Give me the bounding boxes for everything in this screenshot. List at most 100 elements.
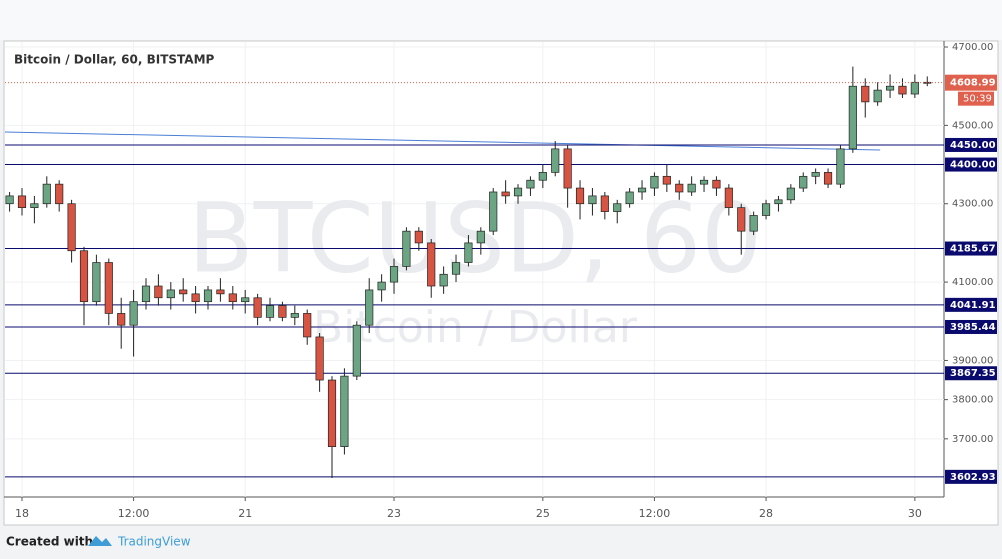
y-tick-label: 4100.00 [952, 277, 993, 288]
y-tick-label: 4700.00 [952, 42, 993, 53]
candle-body [414, 230, 423, 244]
candle-body [873, 89, 882, 103]
chart-title: Bitcoin / Dollar, 60, BITSTAMP [14, 53, 215, 67]
candle-body [861, 85, 870, 103]
last-price-label: 4608.99 [950, 78, 996, 89]
candle-body [42, 183, 51, 205]
candle-body [104, 262, 113, 314]
candle-body [253, 297, 262, 318]
candle-body [5, 195, 14, 205]
candle-body [278, 305, 287, 318]
candle-body [203, 289, 213, 303]
candle-body [848, 85, 857, 150]
candle-body [538, 172, 547, 181]
x-tick-label: 21 [238, 507, 252, 520]
candle-body [662, 175, 671, 185]
candle-body [141, 285, 151, 303]
trendline [4, 131, 881, 151]
watermark-subtitle: Bitcoin / Dollar [313, 302, 638, 353]
candle-body [216, 289, 225, 295]
candle-body [129, 301, 138, 326]
level-label: 3985.44 [950, 322, 996, 333]
candle-body [451, 262, 461, 275]
candle-body [625, 191, 634, 205]
candle-body [786, 187, 795, 201]
x-tick-label: 25 [536, 507, 550, 520]
candle-body [191, 293, 200, 303]
candle-body [92, 262, 101, 303]
candle-body [340, 375, 349, 448]
candle-body [377, 281, 386, 291]
candle-body [699, 179, 709, 185]
candle-body [910, 81, 919, 95]
candle-body [575, 187, 585, 205]
candle-body [228, 293, 237, 303]
y-tick-label: 3900.00 [952, 355, 993, 366]
candle-body [761, 203, 771, 216]
candle-body [476, 230, 485, 244]
level-label-box [945, 157, 997, 172]
created-with: Created with [6, 535, 93, 549]
candle-body [365, 289, 374, 326]
candle-body [79, 250, 89, 303]
candle-body [675, 183, 684, 193]
candle-body [166, 289, 175, 299]
candle-body [724, 187, 733, 209]
candle-body [687, 183, 696, 193]
candle-body [67, 203, 76, 252]
countdown: 50:39 [963, 94, 992, 105]
last-price-box [945, 74, 997, 91]
candle-body [737, 207, 746, 232]
x-tick-label: 12:00 [639, 507, 671, 520]
level-label-box [945, 469, 997, 484]
level-label-box [945, 241, 997, 256]
candle-body [489, 191, 498, 232]
candle-body [241, 297, 250, 303]
candle-body [30, 203, 39, 209]
x-tick-label: 28 [759, 507, 773, 520]
candle-body [154, 285, 163, 299]
candle-body [427, 242, 436, 287]
candle-body [352, 324, 361, 377]
candle-body [55, 183, 64, 205]
candle-body [811, 172, 820, 177]
candle-body [513, 187, 523, 197]
candle-body [836, 148, 845, 185]
candle-body [613, 203, 622, 212]
candle-body [265, 305, 275, 318]
x-tick-label: 23 [387, 507, 401, 520]
candle-body [712, 179, 721, 189]
countdown-box [958, 91, 994, 106]
level-label: 3867.35 [950, 368, 996, 379]
candle-body [650, 175, 659, 189]
candle-body [600, 195, 609, 212]
candle-body [439, 273, 448, 287]
top-bar [0, 0, 1002, 40]
candle-body [327, 379, 337, 448]
candle-body [501, 191, 510, 197]
candle-body [898, 85, 907, 95]
level-label: 4041.91 [950, 300, 996, 311]
candle-body [117, 313, 126, 326]
candle-body [464, 242, 473, 263]
chart-panel [3, 40, 999, 526]
candle-body [17, 195, 27, 209]
candle-body [749, 215, 758, 232]
level-label-box [945, 366, 997, 381]
candle-body [799, 175, 808, 189]
level-label-box [945, 319, 997, 334]
level-label: 4450.00 [950, 140, 996, 151]
y-tick-label: 4300.00 [952, 199, 993, 210]
candle-body [315, 336, 324, 381]
candle-body [526, 179, 535, 189]
candle-body [823, 172, 833, 185]
candle-body [303, 313, 312, 338]
y-tick-label: 3800.00 [952, 395, 993, 406]
candle-body [588, 195, 597, 205]
brand[interactable]: TradingView [117, 535, 191, 549]
candle-body [290, 313, 299, 318]
candle-body [563, 148, 572, 189]
x-tick-label: 30 [908, 507, 922, 520]
level-label: 4185.67 [950, 244, 996, 255]
x-tick-label: 12:00 [118, 507, 150, 520]
